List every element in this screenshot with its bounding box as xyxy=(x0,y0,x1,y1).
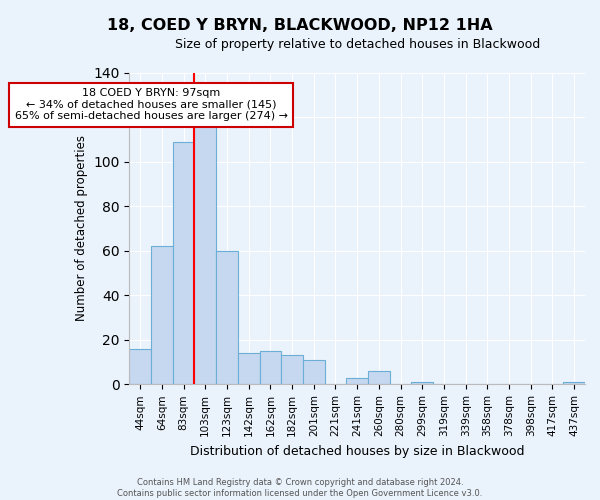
Bar xyxy=(368,371,390,384)
Bar xyxy=(238,353,260,384)
Title: Size of property relative to detached houses in Blackwood: Size of property relative to detached ho… xyxy=(175,38,540,51)
Bar xyxy=(130,348,151,384)
Bar xyxy=(194,126,216,384)
Y-axis label: Number of detached properties: Number of detached properties xyxy=(75,136,88,322)
Text: Contains HM Land Registry data © Crown copyright and database right 2024.
Contai: Contains HM Land Registry data © Crown c… xyxy=(118,478,482,498)
Bar xyxy=(346,378,368,384)
Bar xyxy=(412,382,433,384)
Bar xyxy=(303,360,325,384)
Text: 18 COED Y BRYN: 97sqm
← 34% of detached houses are smaller (145)
65% of semi-det: 18 COED Y BRYN: 97sqm ← 34% of detached … xyxy=(14,88,287,122)
Bar xyxy=(260,351,281,384)
Bar xyxy=(563,382,585,384)
Bar xyxy=(173,142,194,384)
X-axis label: Distribution of detached houses by size in Blackwood: Distribution of detached houses by size … xyxy=(190,444,524,458)
Bar xyxy=(216,250,238,384)
Text: 18, COED Y BRYN, BLACKWOOD, NP12 1HA: 18, COED Y BRYN, BLACKWOOD, NP12 1HA xyxy=(107,18,493,32)
Bar xyxy=(151,246,173,384)
Bar xyxy=(281,356,303,384)
